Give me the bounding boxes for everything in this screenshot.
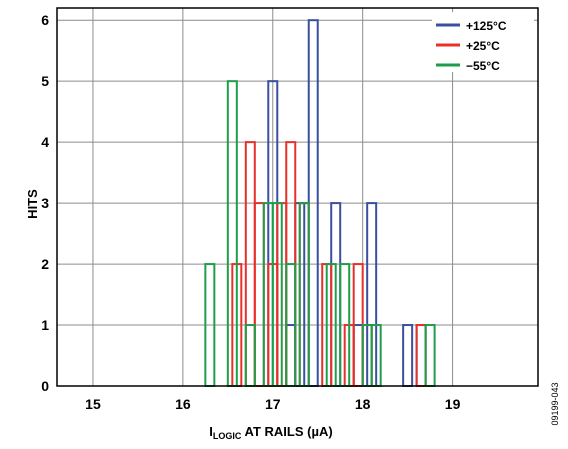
y-tick-label: 5	[41, 73, 49, 89]
x-tick-label: 15	[85, 396, 101, 412]
y-tick-label: 1	[41, 317, 49, 333]
legend-label-25: +25°C	[466, 39, 500, 53]
y-tick-labels: 0 1 2 3 4 5 6	[41, 12, 49, 394]
legend-label-125: +125°C	[466, 19, 507, 33]
legend: +125°C +25°C −55°C	[432, 12, 534, 73]
x-tick-label: 19	[445, 396, 461, 412]
x-tick-label: 18	[355, 396, 371, 412]
y-axis-title: HITS	[25, 189, 40, 219]
y-tick-label: 4	[41, 134, 49, 150]
x-tick-label: 17	[265, 396, 281, 412]
x-axis-title-main: I	[209, 424, 213, 439]
y-tick-label: 6	[41, 12, 49, 28]
x-tick-label: 16	[175, 396, 191, 412]
plot-border	[56, 7, 539, 387]
x-tick-labels: 15 16 17 18 19	[85, 396, 460, 412]
y-tick-label: 3	[41, 195, 49, 211]
figure-id: 09199-043	[550, 382, 560, 425]
x-axis-title: ILOGIC AT RAILS (µA)	[209, 424, 332, 441]
legend-label-m55: −55°C	[466, 59, 500, 73]
x-axis-title-subscript: LOGIC	[213, 431, 242, 441]
y-tick-label: 0	[41, 378, 49, 394]
x-axis-title-rest: AT RAILS (µA)	[241, 424, 332, 439]
legend-background	[432, 12, 534, 72]
plot-frame	[56, 7, 539, 387]
y-tick-label: 2	[41, 256, 49, 272]
